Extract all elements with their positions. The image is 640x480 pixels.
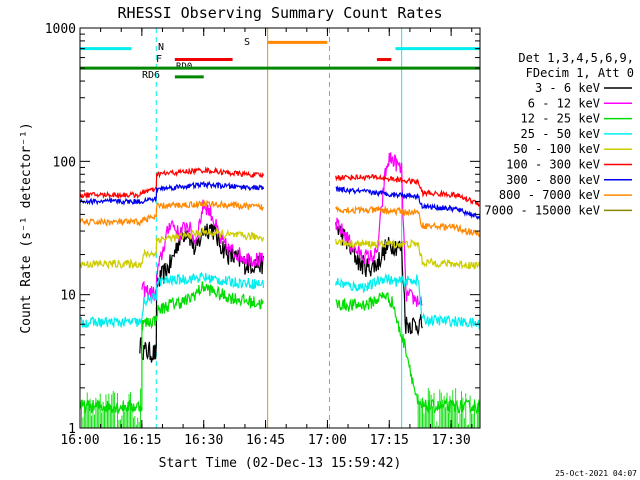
series-line-segment-3-0 bbox=[79, 271, 265, 329]
x-tick-label: 17:00 bbox=[308, 433, 347, 448]
legend-entry-label: 50 - 100 keV bbox=[513, 142, 600, 156]
timestamp: 25-Oct-2021 04:07 bbox=[555, 469, 637, 478]
plot-area bbox=[79, 28, 481, 428]
x-tick-label: 16:15 bbox=[122, 433, 161, 448]
x-tick-label: 16:45 bbox=[246, 433, 285, 448]
y-axis-label: Count Rate (s⁻¹ detector⁻¹) bbox=[19, 122, 34, 333]
series-line-segment-7-1 bbox=[335, 205, 481, 237]
series-line-segment-6-1 bbox=[335, 185, 481, 221]
flag-label-saa: S bbox=[244, 37, 250, 48]
series-line-segment-1-1 bbox=[335, 152, 423, 307]
y-tick-label: 1000 bbox=[45, 22, 76, 37]
y-tick-label: 100 bbox=[53, 155, 76, 170]
legend-header-line-1: Det 1,3,4,5,6,9, bbox=[518, 51, 634, 65]
series-line-segment-2-0 bbox=[79, 281, 264, 415]
legend-entry-label: 25 - 50 keV bbox=[521, 127, 600, 141]
series-line-segment-0-0 bbox=[139, 223, 265, 363]
series-line-segment-4-0 bbox=[79, 226, 265, 270]
flag-label-rd6: RD6 bbox=[142, 70, 160, 81]
series-line-segment-4-1 bbox=[335, 237, 481, 270]
legend-entry-label: 6 - 12 keV bbox=[528, 96, 600, 110]
x-tick-label: 17:15 bbox=[370, 433, 409, 448]
series-300-800-keV bbox=[79, 180, 481, 221]
axes: 16:00 16:15 16:30 16:45 17:00 17:15 17:30 1 10 10… bbox=[45, 22, 481, 448]
x-tick-label: 16:00 bbox=[60, 433, 99, 448]
series-line-segment-5-1 bbox=[335, 173, 481, 207]
series-12-25-keV-low-count-spikes bbox=[79, 388, 480, 428]
x-tick-label: 17:30 bbox=[432, 433, 471, 448]
y-tick-label: 10 bbox=[60, 289, 76, 304]
x-tick-label: 16:30 bbox=[184, 433, 223, 448]
series-50-100-keV bbox=[79, 226, 481, 270]
series-line-segment-6-0 bbox=[79, 180, 265, 207]
series-25-50-keV bbox=[79, 271, 481, 330]
y-tick-label: 1 bbox=[68, 422, 76, 437]
series-line-segment-5-0 bbox=[79, 166, 265, 200]
plot-frame bbox=[79, 27, 481, 429]
flag-label-flare: F bbox=[156, 54, 162, 65]
legend-entry-label: 12 - 25 keV bbox=[521, 112, 600, 126]
legend-entry-label: 300 - 800 keV bbox=[506, 173, 600, 187]
legend-entry-label: 7000 - 15000 keV bbox=[484, 203, 600, 217]
series-line-segment-1-0 bbox=[141, 199, 265, 301]
series-6-12-keV bbox=[141, 152, 423, 307]
legend-header-line-2: FDecim 1, Att 0 bbox=[526, 66, 634, 80]
legend-entry-label: 100 - 300 keV bbox=[506, 158, 600, 172]
legend-entry-label: 3 - 6 keV bbox=[535, 81, 600, 95]
series-line-segment-7-0 bbox=[79, 199, 265, 228]
series-line-segment-0-1 bbox=[335, 222, 423, 337]
series-3-6-keV bbox=[139, 222, 423, 363]
chart-title: RHESSI Observing Summary Count Rates bbox=[117, 4, 442, 22]
flag-label-night: N bbox=[158, 42, 164, 53]
x-axis-label: Start Time (02-Dec-13 15:59:42) bbox=[159, 456, 402, 471]
series-800-7000-keV bbox=[79, 199, 481, 237]
series-line-segment-2-1 bbox=[335, 292, 481, 415]
legend-entry-label: 800 - 7000 keV bbox=[499, 188, 600, 202]
series-100-300-keV bbox=[79, 166, 481, 207]
series-line-segment-3-1 bbox=[335, 272, 481, 330]
